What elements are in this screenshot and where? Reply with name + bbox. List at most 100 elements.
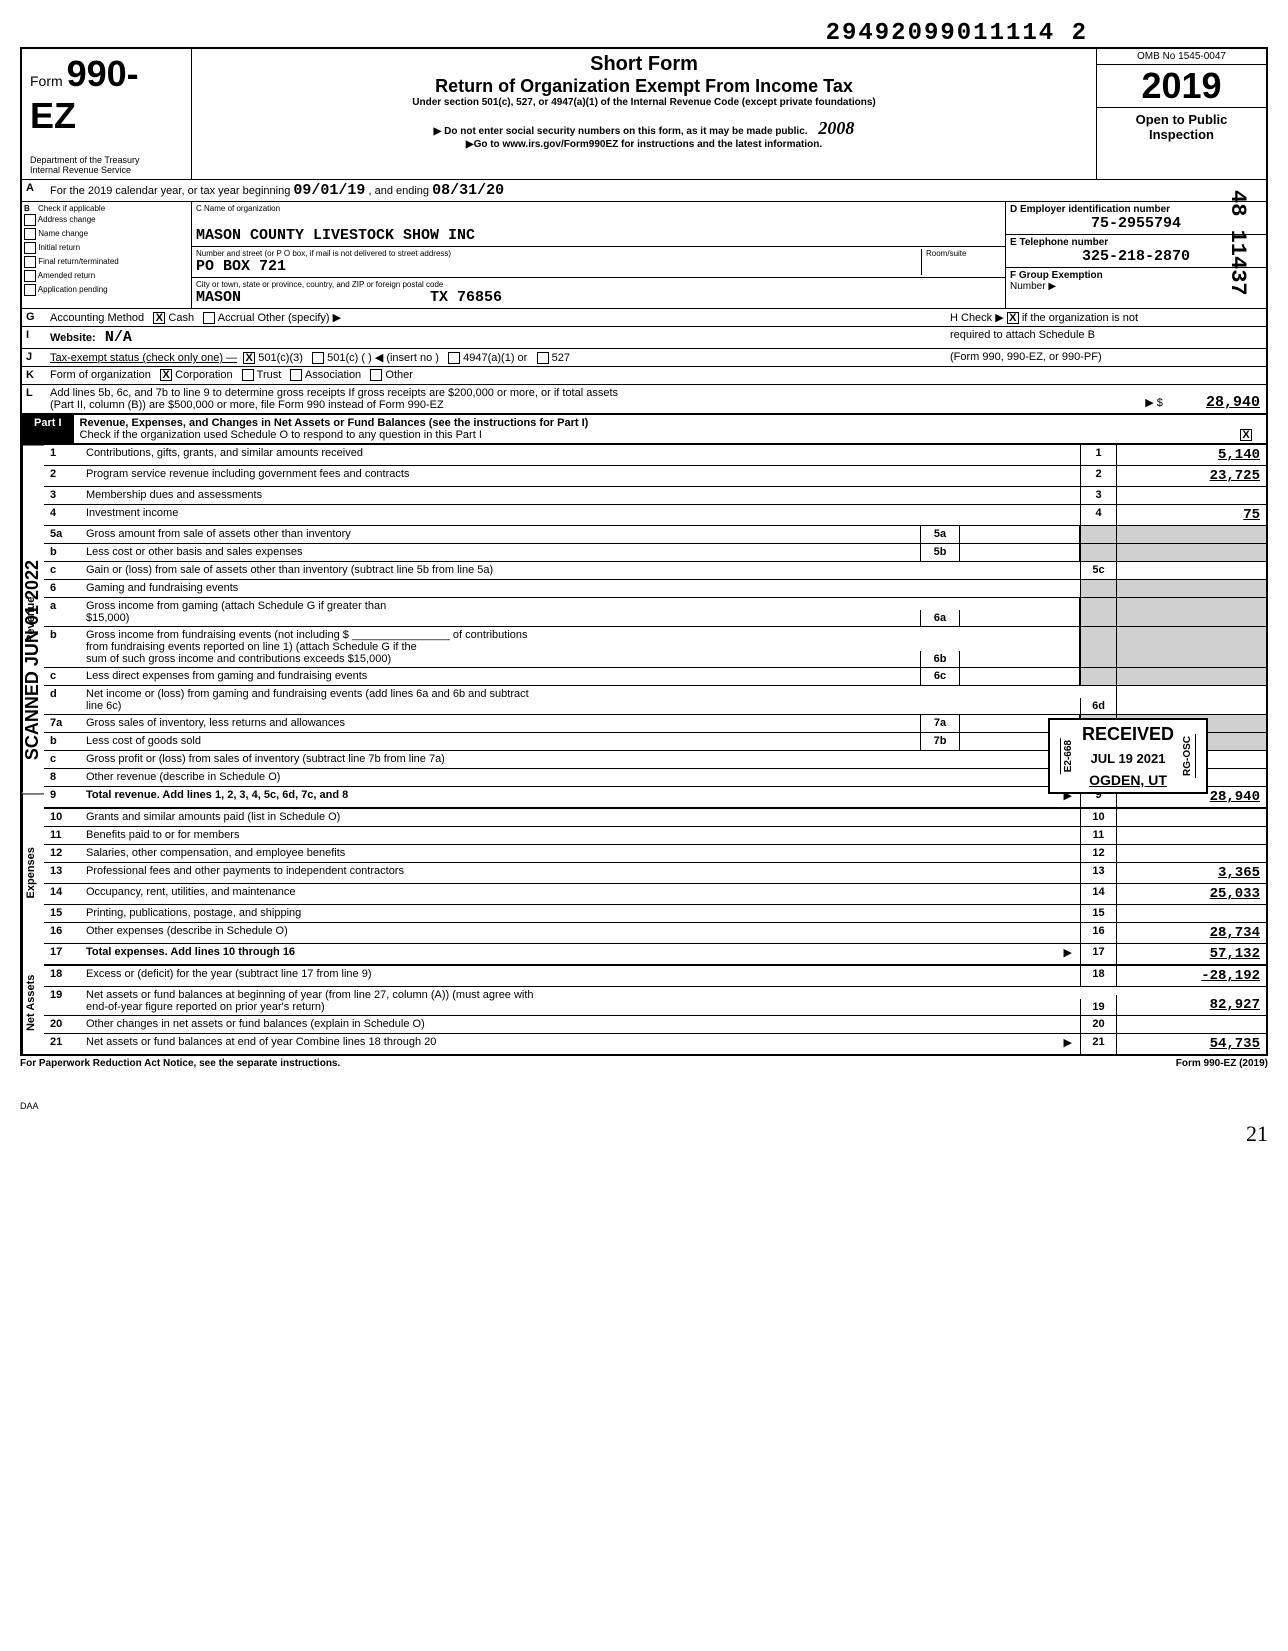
rn6a xyxy=(1080,598,1116,626)
cb-amended[interactable] xyxy=(24,270,36,282)
section-bcdef: BCheck if applicable Address change Name… xyxy=(20,202,1268,309)
mv6c xyxy=(960,668,1080,685)
d19b: end-of-year figure reported on prior yea… xyxy=(86,1001,325,1013)
rn6b xyxy=(1080,627,1116,667)
inspection-label: Inspection xyxy=(1101,127,1262,142)
d6c: Less direct expenses from gaming and fun… xyxy=(82,668,920,685)
n6d: d xyxy=(44,686,82,714)
n21: 21 xyxy=(44,1034,82,1054)
lbl-trust: Trust xyxy=(257,369,282,381)
d17: Total expenses. Add lines 10 through 16 xyxy=(86,946,295,958)
line-a-text: For the 2019 calendar year, or tax year … xyxy=(50,185,290,197)
cb-other-org[interactable] xyxy=(370,369,382,381)
cb-name-change[interactable] xyxy=(24,228,36,240)
n3: 3 xyxy=(44,487,82,504)
cb-527[interactable] xyxy=(537,352,549,364)
rn13: 13 xyxy=(1080,863,1116,883)
j-right: (Form 990, 990-EZ, or 990-PF) xyxy=(946,349,1266,366)
n6a: a xyxy=(44,598,82,626)
rn15: 15 xyxy=(1080,905,1116,922)
form-title-box: Short Form Return of Organization Exempt… xyxy=(192,49,1096,179)
cb-schedule-o[interactable]: X xyxy=(1240,429,1252,441)
lbl-501c-b: ) ◀ (insert no ) xyxy=(368,352,439,364)
lbl-final-return: Final return/terminated xyxy=(38,257,118,266)
rn2: 2 xyxy=(1080,466,1116,486)
cb-4947[interactable] xyxy=(448,352,460,364)
return-title: Return of Organization Exempt From Incom… xyxy=(196,76,1092,97)
d14: Occupancy, rent, utilities, and maintena… xyxy=(82,884,1080,904)
daa-mark: DAA xyxy=(20,1101,1268,1111)
cb-accrual[interactable] xyxy=(203,312,215,324)
rn11: 11 xyxy=(1080,827,1116,844)
cb-initial-return[interactable] xyxy=(24,242,36,254)
mb7a: 7a xyxy=(920,715,960,732)
n19: 19 xyxy=(44,987,82,1015)
v18: -28,192 xyxy=(1116,966,1266,986)
tax-year-end: 08/31/20 xyxy=(432,182,504,199)
d5a: Gross amount from sale of assets other t… xyxy=(82,526,920,543)
state-zip: TX 76856 xyxy=(430,289,502,306)
cb-pending[interactable] xyxy=(24,284,36,296)
line-i: I Website: N/A required to attach Schedu… xyxy=(20,327,1268,349)
lbl-527: 527 xyxy=(552,352,570,364)
warn1: ▶ Do not enter social security numbers o… xyxy=(434,126,808,137)
d18: Excess or (deficit) for the year (subtra… xyxy=(82,966,1080,986)
rn21: 21 xyxy=(1080,1034,1116,1054)
v12 xyxy=(1116,845,1266,862)
rn14: 14 xyxy=(1080,884,1116,904)
section-revenue: Revenue xyxy=(22,445,44,793)
line-a: A For the 2019 calendar year, or tax yea… xyxy=(20,179,1268,202)
cb-cash[interactable]: X xyxy=(153,312,165,324)
cb-schedule-b[interactable]: X xyxy=(1007,312,1019,324)
n1: 1 xyxy=(44,445,82,465)
d6b4: sum of such gross income and contributio… xyxy=(86,653,391,665)
d3: Membership dues and assessments xyxy=(82,487,1080,504)
v21: 54,735 xyxy=(1116,1034,1266,1054)
ssn-warning: ▶ Do not enter social security numbers o… xyxy=(196,118,1092,139)
cb-final-return[interactable] xyxy=(24,256,36,268)
cb-501c3[interactable]: X xyxy=(243,352,255,364)
mb6c: 6c xyxy=(920,668,960,685)
page-num-handwritten: 21 xyxy=(20,1121,1268,1147)
cb-address-change[interactable] xyxy=(24,214,36,226)
mv6a xyxy=(960,598,1080,626)
rn6 xyxy=(1080,580,1116,597)
script-mark: 2008 xyxy=(818,118,854,138)
rn17: 17 xyxy=(1080,944,1116,964)
d16: Other expenses (describe in Schedule O) xyxy=(82,923,1080,943)
form-right-box: OMB No 1545-0047 2019 Open to Public Ins… xyxy=(1096,49,1266,179)
d6d2: line 6c) xyxy=(86,700,121,712)
org-info: C Name of organization MASON COUNTY LIVE… xyxy=(192,202,1006,308)
line-a-mid: , and ending xyxy=(368,185,429,197)
v6 xyxy=(1116,580,1266,597)
ar21: ▶ xyxy=(1056,1034,1080,1054)
cb-assoc[interactable] xyxy=(290,369,302,381)
rn12: 12 xyxy=(1080,845,1116,862)
gross-receipts: 28,940 xyxy=(1206,394,1260,411)
rn18: 18 xyxy=(1080,966,1116,986)
lbl-other-org: Other xyxy=(385,369,413,381)
g-label: Accounting Method xyxy=(50,312,144,324)
d21: Net assets or fund balances at end of ye… xyxy=(82,1034,1056,1054)
n13: 13 xyxy=(44,863,82,883)
form-header: Form 990-EZ Department of the Treasury I… xyxy=(20,47,1268,179)
cb-trust[interactable] xyxy=(242,369,254,381)
v5b xyxy=(1116,544,1266,561)
l-arrow: ▶ $ xyxy=(1145,397,1163,409)
addr-label: Number and street (or P O box, if mail i… xyxy=(196,249,921,258)
mb5b: 5b xyxy=(920,544,960,561)
d6: Gaming and fundraising events xyxy=(82,580,1080,597)
rn5c: 5c xyxy=(1080,562,1116,579)
l-text2: (Part II, column (B)) are $500,000 or mo… xyxy=(50,399,1032,411)
d1: Contributions, gifts, grants, and simila… xyxy=(82,445,1080,465)
d6b3: from fundraising events reported on line… xyxy=(86,641,417,653)
tax-year-begin: 09/01/19 xyxy=(293,182,365,199)
d5c: Gain or (loss) from sale of assets other… xyxy=(82,562,1080,579)
cb-501c[interactable] xyxy=(312,352,324,364)
n11: 11 xyxy=(44,827,82,844)
v20 xyxy=(1116,1016,1266,1033)
tax-year: 2019 xyxy=(1097,65,1266,108)
v19: 82,927 xyxy=(1116,995,1266,1015)
cb-corp[interactable]: X xyxy=(160,369,172,381)
rn10: 10 xyxy=(1080,809,1116,826)
